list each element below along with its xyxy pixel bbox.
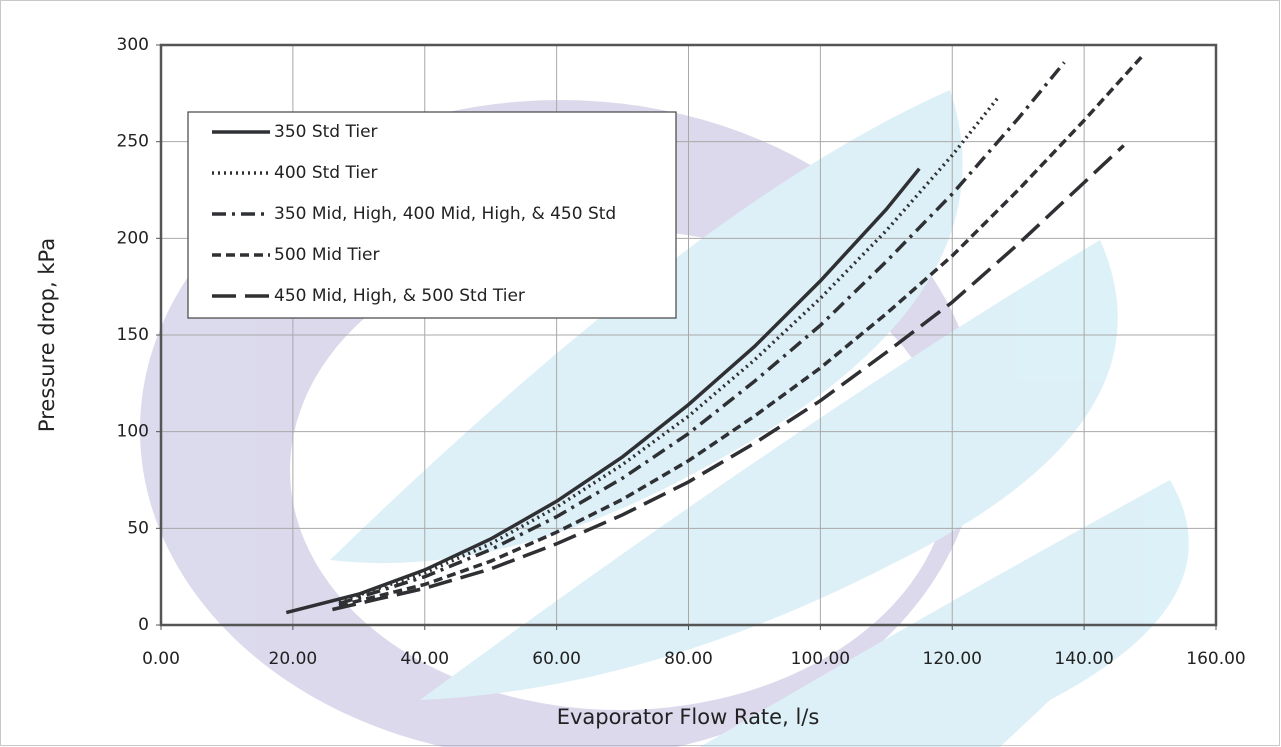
x-tick-label: 0.00: [142, 649, 180, 669]
y-tick-label: 200: [117, 228, 149, 248]
y-tick-label: 100: [117, 422, 149, 442]
x-tick-label: 60.00: [532, 649, 581, 669]
series-line: [332, 144, 1125, 612]
plot-frame: [159, 43, 1218, 627]
x-tick-label: 160.00: [1186, 649, 1245, 669]
x-axis-title: Evaporator Flow Rate, l/s: [557, 705, 820, 729]
x-tick-label: 100.00: [791, 649, 850, 669]
legend-label: 400 Std Tier: [274, 163, 378, 183]
series-line: [285, 167, 921, 615]
legend-box: [187, 111, 677, 319]
y-tick-label: 0: [138, 615, 149, 635]
watermark: [140, 90, 1189, 747]
y-tick-label: 150: [117, 325, 149, 345]
x-tick-label: 20.00: [269, 649, 318, 669]
legend-label: 350 Std Tier: [274, 122, 378, 142]
series-line: [338, 61, 1066, 606]
legend-label: 500 Mid Tier: [274, 245, 379, 265]
x-tick-label: 40.00: [400, 649, 449, 669]
x-tick-label: 80.00: [664, 649, 713, 669]
series-line: [338, 53, 1145, 608]
legend-label: 350 Mid, High, 400 Mid, High, & 450 Std: [274, 204, 616, 224]
y-tick-label: 50: [127, 518, 149, 538]
x-tick-label: 140.00: [1054, 649, 1113, 669]
x-tick-label: 120.00: [923, 649, 982, 669]
legend-label: 450 Mid, High, & 500 Std Tier: [274, 286, 525, 306]
y-tick-label: 300: [117, 35, 149, 55]
y-axis-title: Pressure drop, kPa: [35, 238, 59, 432]
y-tick-label: 250: [117, 132, 149, 152]
series-line: [338, 96, 1000, 604]
